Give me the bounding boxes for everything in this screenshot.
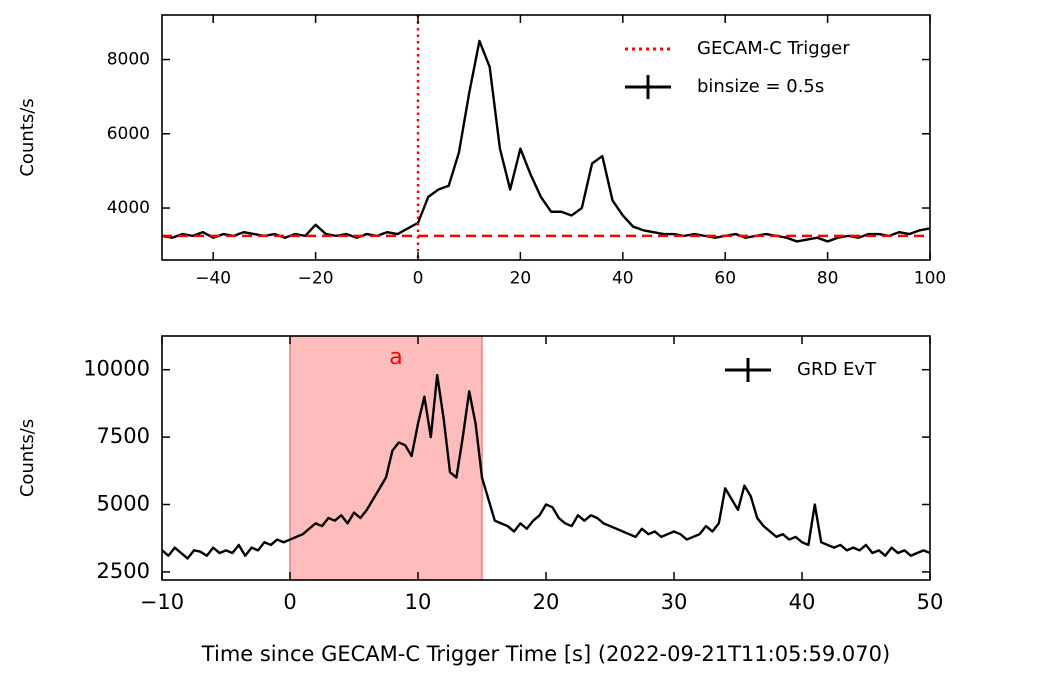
x-tick-label: −20 bbox=[298, 269, 334, 289]
x-tick-label: 10 bbox=[405, 590, 432, 614]
x-tick-label: 30 bbox=[661, 590, 688, 614]
annotation: a bbox=[389, 345, 402, 370]
x-tick-label: 50 bbox=[917, 590, 944, 614]
data-line bbox=[162, 373, 930, 560]
y-axis-label: Counts/s bbox=[17, 98, 38, 176]
x-tick-label: −40 bbox=[195, 269, 231, 289]
y-tick-label: 2500 bbox=[97, 559, 150, 583]
x-tick-label: 100 bbox=[914, 269, 946, 289]
x-axis-label: Time since GECAM-C Trigger Time [s] (202… bbox=[201, 642, 890, 666]
x-tick-label: 40 bbox=[789, 590, 816, 614]
y-axis-label: Counts/s bbox=[17, 419, 38, 497]
x-tick-label: 20 bbox=[510, 269, 532, 289]
y-tick-label: 8000 bbox=[107, 50, 150, 70]
x-tick-label: 20 bbox=[533, 590, 560, 614]
legend-label: binsize = 0.5s bbox=[697, 76, 824, 97]
x-tick-label: 0 bbox=[283, 590, 296, 614]
plot-area bbox=[162, 15, 930, 260]
y-tick-label: 5000 bbox=[97, 492, 150, 516]
shaded-region bbox=[289, 336, 483, 580]
axes-frame bbox=[161, 14, 931, 261]
data-line bbox=[162, 39, 930, 243]
x-tick-label: 40 bbox=[612, 269, 634, 289]
x-tick-label: 0 bbox=[413, 269, 424, 289]
y-tick-label: 10000 bbox=[83, 357, 150, 381]
legend-label: GECAM-C Trigger bbox=[697, 38, 850, 59]
y-tick-label: 6000 bbox=[107, 124, 150, 144]
y-tick-label: 7500 bbox=[97, 424, 150, 448]
y-tick-label: 4000 bbox=[107, 198, 150, 218]
legend-label: GRD EvT bbox=[797, 359, 877, 380]
x-tick-label: 60 bbox=[714, 269, 736, 289]
x-tick-label: 80 bbox=[817, 269, 839, 289]
plot-area bbox=[162, 336, 930, 580]
x-tick-label: −10 bbox=[140, 590, 184, 614]
